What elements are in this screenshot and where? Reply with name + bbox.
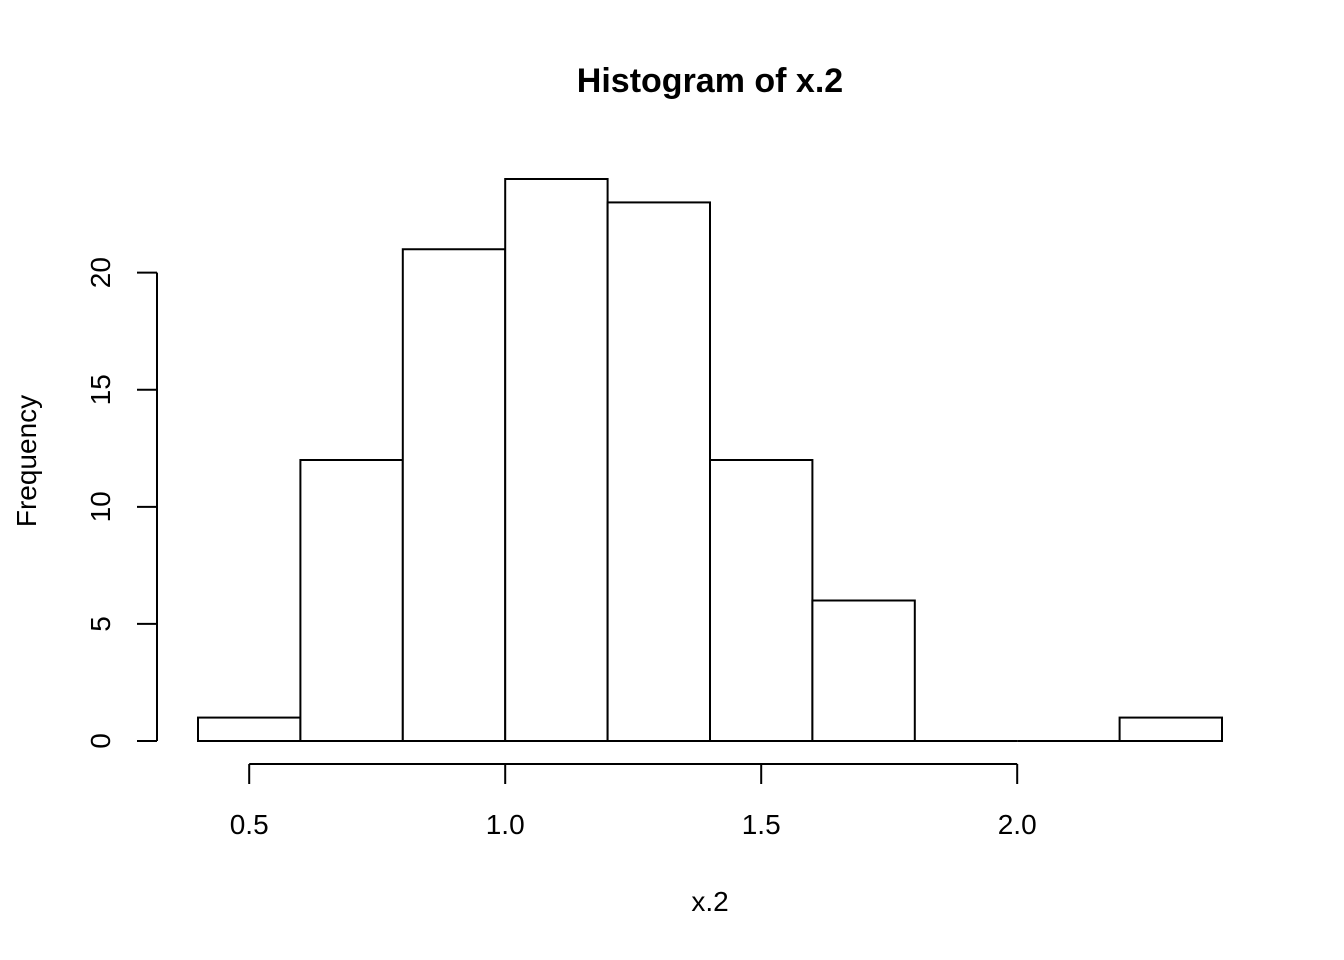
histogram-bar-0 — [197, 716, 302, 742]
y-tick-label-2: 10 — [85, 491, 116, 522]
x-tick-label-0: 0.5 — [230, 809, 269, 840]
histogram-bar-1 — [299, 459, 404, 742]
x-tick-label-2: 1.5 — [742, 809, 781, 840]
y-tick-label-1: 5 — [85, 616, 116, 632]
chart-title: Histogram of x.2 — [577, 62, 843, 100]
y-tick-label-0: 0 — [85, 733, 116, 749]
histogram-bar-9 — [1118, 716, 1223, 742]
y-tick-label-4: 20 — [85, 257, 116, 288]
y-tick-label-3: 15 — [85, 374, 116, 405]
histogram-bar-2 — [401, 248, 507, 742]
y-axis: 0 5 10 15 20 — [85, 257, 158, 749]
histogram-bar-6 — [811, 599, 916, 742]
x-tick-label-3: 2.0 — [998, 809, 1037, 840]
x-axis-label: x.2 — [691, 886, 728, 917]
histogram-bar-4 — [606, 201, 711, 742]
histogram-bar-3 — [504, 178, 609, 742]
bars-layer — [197, 178, 1223, 742]
y-axis-label: Frequency — [11, 395, 42, 527]
x-tick-label-1: 1.0 — [486, 809, 525, 840]
histogram-bar-5 — [709, 459, 814, 742]
x-axis: 0.5 1.0 1.5 2.0 — [230, 763, 1037, 840]
